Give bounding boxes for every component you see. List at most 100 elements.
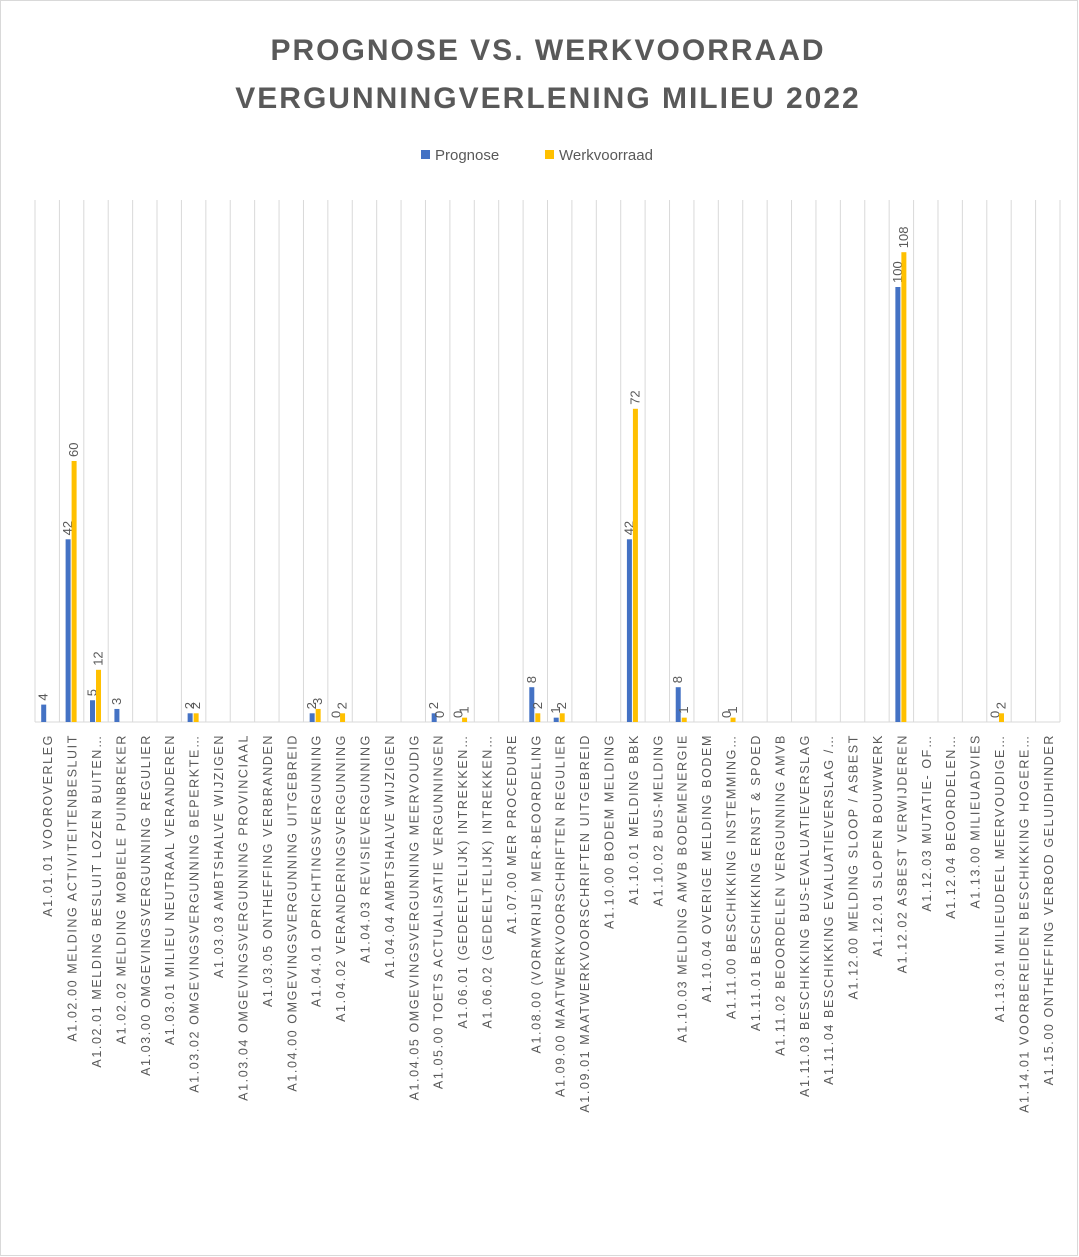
data-label: 2 (182, 702, 197, 709)
bar (41, 704, 47, 722)
bar (535, 713, 541, 722)
x-tick-label: A1.13.00 MILIEUADVIES (969, 734, 983, 909)
x-tick-label: A1.07.00 MER PROCEDURE (505, 734, 519, 934)
x-tick-label: A1.10.01 MELDING BBK (627, 734, 641, 905)
data-label: 8 (524, 676, 539, 683)
x-tick-label: A1.06.01 (GEDEELTELIJK) INTREKKEN… (456, 734, 470, 1029)
data-label: 1 (676, 706, 691, 713)
x-tick-label: A1.03.01 MILIEU NEUTRAAL VERANDEREN (163, 734, 177, 1045)
bar (559, 713, 565, 722)
bar (315, 708, 321, 722)
x-tick-label: A1.11.01 BESCHIKKING ERNST & SPOED (749, 734, 763, 1031)
x-tick-label: A1.06.02 (GEDEELTELIJK) INTREKKEN… (480, 734, 494, 1029)
bar (730, 717, 736, 722)
x-tick-label: A1.03.03 AMBTSHALVE WIJZIGEN (212, 734, 226, 978)
bar (895, 287, 901, 722)
legend-label: Prognose (435, 147, 499, 164)
data-label: 60 (66, 443, 81, 457)
x-tick-label: A1.05.00 TOETS ACTUALISATIE VERGUNNINGEN (432, 734, 446, 1089)
x-tick-label: A1.02.01 MELDING BESLUIT LOZEN BUITEN… (90, 734, 104, 1068)
chart-title: VERGUNNINGVERLENING MILIEU 2022 (235, 82, 860, 115)
x-tick-label: A1.12.00 MELDING SLOOP / ASBEST (847, 734, 861, 999)
data-label: 2 (554, 702, 569, 709)
x-tick-label: A1.08.00 (VORMVRIJE) MER-BEOORDELING (529, 734, 543, 1053)
data-label: 2 (993, 702, 1008, 709)
data-label: 1 (548, 706, 563, 713)
data-label: 0 (329, 711, 344, 718)
bar (193, 713, 199, 722)
data-label: 0 (451, 711, 466, 718)
data-label: 2 (188, 702, 203, 709)
bar (65, 539, 71, 722)
legend-swatch (421, 150, 430, 159)
x-tick-label: A1.12.03 MUTATIE- OF… (920, 734, 934, 912)
bar (96, 669, 102, 722)
data-label: 1 (725, 706, 740, 713)
x-tick-label: A1.04.05 OMGEVINGSVERGUNNING MEERVOUDIG (407, 734, 421, 1100)
x-tick-label: A1.10.02 BUS-MELDING (651, 734, 665, 906)
data-label: 3 (310, 698, 325, 705)
data-label: 0 (719, 711, 734, 718)
bar (431, 713, 437, 722)
x-tick-label: A1.04.02 VERANDERINGSVERGUNNING (334, 734, 348, 1022)
x-tick-label: A1.14.01 VOORBEREIDEN BESCHIKKING HOGERE… (1017, 734, 1031, 1113)
data-label: 2 (426, 702, 441, 709)
bar (71, 461, 77, 722)
data-label: 3 (109, 698, 124, 705)
x-tick-label: A1.04.03 REVISIEVERGUNNING (358, 734, 372, 963)
data-label: 1 (457, 706, 472, 713)
x-tick-label: A1.10.04 OVERIGE MELDING BODEM (700, 734, 714, 1002)
bar (187, 713, 193, 722)
bar (529, 687, 535, 722)
x-tick-label: A1.13.01 MILIEUDEEL MEERVOUDIGE… (993, 734, 1007, 1022)
x-tick-label: A1.11.03 BESCHIKKING BUS-EVALUATIEVERSLA… (798, 734, 812, 1097)
x-tick-label: A1.15.00 ONTHEFFING VERBOD GELUIDHINDER (1042, 734, 1056, 1085)
data-label: 100 (890, 261, 905, 283)
x-tick-label: A1.12.02 ASBEST VERWIJDEREN (895, 734, 909, 973)
x-tick-label: A1.03.00 OMGEVINGSVERGUNNING REGULIER (139, 734, 153, 1076)
x-tick-label: A1.02.02 MELDING MOBIELE PUINBREKER (114, 734, 128, 1044)
data-label: 12 (91, 651, 106, 665)
x-tick-label: A1.04.00 OMGEVINGSVERGUNNING UITGEBREID (285, 734, 299, 1092)
x-tick-label: A1.11.00 BESCHIKKING INSTEMMING… (725, 734, 739, 1019)
bar (309, 713, 315, 722)
data-label: 0 (987, 711, 1002, 718)
x-tick-label: A1.10.03 MELDING AMVB BODEMENERGIE (676, 734, 690, 1043)
bar (90, 700, 96, 722)
x-tick-label: A1.04.04 AMBTSHALVE WIJZIGEN (383, 734, 397, 978)
bar (462, 717, 468, 722)
data-label: 42 (60, 521, 75, 535)
x-tick-label: A1.09.01 MAATWERKVOORSCHRIFTEN UITGEBREI… (578, 734, 592, 1113)
x-tick-label: A1.03.05 ONTHEFFING VERBRANDEN (261, 734, 275, 1007)
data-label: 2 (304, 702, 319, 709)
data-label: 0 (432, 711, 447, 718)
x-tick-label: A1.11.04 BESCHIKKING EVALUATIEVERSLAG /… (822, 734, 836, 1085)
bar (340, 713, 346, 722)
legend-label: Werkvoorraad (559, 147, 653, 164)
data-label: 42 (621, 521, 636, 535)
bar (632, 408, 638, 722)
data-label: 4 (36, 693, 51, 700)
x-tick-label: A1.03.02 OMGEVINGSVERGUNNING BEPERKTE… (188, 734, 202, 1093)
data-label: 8 (670, 676, 685, 683)
x-tick-label: A1.03.04 OMGEVINGSVERGUNNING PROVINCIAAL (236, 734, 250, 1101)
data-label: 2 (335, 702, 350, 709)
data-label: 2 (530, 702, 545, 709)
x-tick-label: A1.09.00 MAATWERKVOORSCHRIFTEN REGULIER (554, 734, 568, 1097)
data-label: 108 (896, 226, 911, 248)
x-tick-label: A1.11.02 BEOORDELEN VERGUNNING AMVB (773, 734, 787, 1056)
data-label: 5 (85, 689, 100, 696)
bar (553, 717, 559, 722)
bar (901, 252, 907, 722)
bar (998, 713, 1004, 722)
bar (681, 717, 687, 722)
x-tick-label: A1.10.00 BODEM MELDING (603, 734, 617, 929)
x-tick-label: A1.12.01 SLOPEN BOUWWERK (871, 734, 885, 957)
bar (114, 708, 120, 722)
chart-title: PROGNOSE VS. WERKVOORRAAD (270, 34, 825, 67)
x-tick-label: A1.01.01 VOOROVERLEG (41, 734, 55, 917)
data-label: 72 (627, 390, 642, 404)
legend-swatch (545, 150, 554, 159)
